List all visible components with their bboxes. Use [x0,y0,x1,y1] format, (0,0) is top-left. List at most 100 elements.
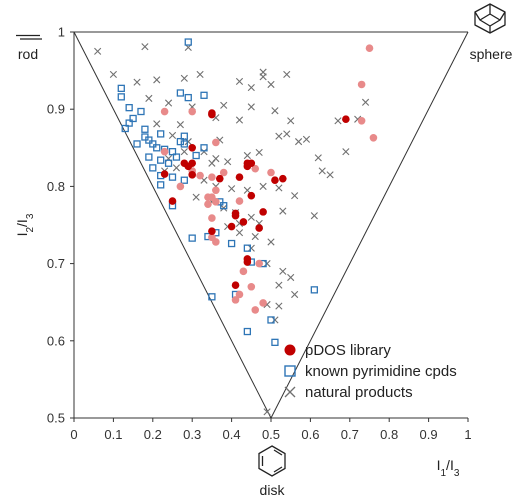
natural-product-point [275,184,283,192]
pdos-point [215,174,224,183]
pdos-point-light [251,306,260,314]
pdos-point-light [369,133,378,142]
natural-product-point [267,80,275,89]
x-marker-stroke [172,164,181,172]
pyrimidine-point [271,338,279,346]
pdos-point [342,115,350,124]
natural-product-point [267,238,275,246]
x-marker-stroke [263,300,271,309]
x-marker-stroke [310,212,318,220]
pdos-point [168,197,177,205]
natural-product-point [180,148,188,156]
pyrimidine-point [192,151,200,160]
natural-product-point [164,99,173,107]
pdos-point-light [267,168,275,177]
pyrimidine-point [176,89,185,97]
natural-product-point [318,167,326,175]
pyrimidine-point [184,93,192,102]
natural-product-point [279,207,287,215]
pdos-point-light [212,186,220,195]
x-marker-stroke [291,290,299,299]
pdos-point [235,173,244,181]
rod-label: rod [18,46,38,62]
x-marker-stroke [275,302,283,310]
pyrimidine-point [133,140,141,148]
x-marker-stroke [228,185,236,193]
natural-product-point [196,70,204,79]
pdos-point [231,281,240,290]
x-marker-stroke [184,138,192,146]
natural-product-point [251,232,259,241]
pdos-point-light [235,290,244,299]
y-tick-label: 0.9 [47,102,65,117]
pdos-point-light [239,267,248,276]
y-axis-label: I2/I3 [14,213,36,236]
pdos-point [227,222,236,231]
x-tick-label: 0.9 [420,427,438,442]
pyrimidine-point [208,293,216,301]
pdos-point [188,144,196,152]
pdos-point [271,176,279,185]
natural-product-point [287,117,295,125]
x-marker-stroke [263,260,271,268]
x-marker-stroke [153,76,161,84]
scatter-points [94,38,378,416]
x-marker-stroke [133,78,141,86]
pyrimidine-point [125,104,133,112]
natural-product-point [291,192,299,200]
pdos-point-light [247,282,256,291]
x-marker-stroke [279,207,287,215]
x-tick-label: 1 [464,427,471,442]
natural-product-point [314,154,322,162]
pdos-point-light [160,147,169,156]
x-marker-stroke [287,273,295,282]
x-marker-stroke [235,116,244,124]
legend-label-pyrimidine: known pyrimidine cpds [305,363,457,380]
natural-product-point [94,47,102,55]
pdos-point-light [231,296,240,304]
y-tick-label: 0.8 [47,179,65,194]
natural-product-point [176,121,184,129]
natural-product-point [326,171,334,179]
x-marker-stroke [220,101,228,109]
pdos-point-light [235,197,244,205]
x-marker-stroke [275,184,283,192]
x-tick-label: 0.1 [104,427,122,442]
natural-product-point [180,74,188,82]
x-marker-stroke [271,316,279,324]
x-tick-label: 0 [70,427,77,442]
x-marker-stroke [153,120,161,128]
pyrimidine-point [121,124,129,133]
natural-product-point [259,182,267,190]
pyrimidine-point [220,202,228,210]
pyrimidine-point [157,156,165,164]
x-marker-stroke [275,281,283,289]
pdos-point-light [212,238,220,246]
x-tick-label: 0.5 [262,427,280,442]
pyrimidine-point [137,107,145,116]
x-marker-stroke [235,77,244,85]
x-marker-stroke [342,148,350,156]
pyrimidine-point [141,125,149,133]
disk-label: disk [260,482,286,498]
natural-product-point [259,68,267,76]
natural-product-point [208,159,216,167]
x-marker-stroke [243,186,251,194]
natural-product-point [172,164,181,172]
natural-product-point [200,148,208,156]
natural-product-point [294,138,303,146]
x-marker-stroke [287,117,295,125]
pdos-point [247,191,256,200]
pyrimidine-point [117,84,125,93]
y-tick-label: 0.6 [47,333,65,348]
x-axis-label: I1/I3 [437,457,460,479]
pyrimidine-point [180,176,188,184]
x-marker-stroke [247,83,255,92]
natural-product-point [153,120,161,128]
x-marker-stroke [354,115,362,123]
x-tick-label: 0.4 [223,427,241,442]
x-marker-stroke [180,74,188,82]
pdos-point [231,211,240,220]
natural-product-point [220,101,228,109]
natural-product-point [141,43,149,51]
